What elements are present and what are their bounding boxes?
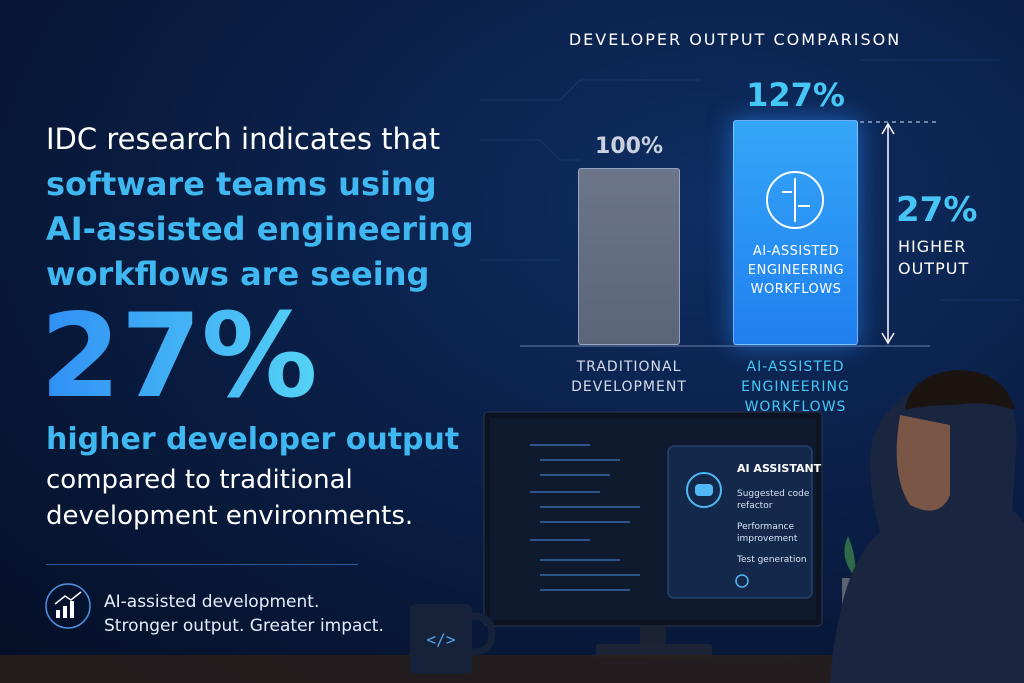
value-label: 127%	[746, 76, 845, 114]
assistant-item: Suggested code refactor	[737, 489, 810, 511]
intro-text: IDC research indicates that	[46, 122, 441, 156]
annotation-text: HIGHER OUTPUT	[898, 237, 970, 278]
annotation-value: 27%	[896, 190, 978, 230]
category-label: TRADITIONAL DEVELOPMENT	[571, 359, 687, 395]
tagline: AI-assisted development. Stronger output…	[104, 590, 384, 638]
highlight-text: software teams using AI-assisted enginee…	[46, 165, 474, 293]
value-label: 100%	[595, 133, 663, 159]
category-label: AI-ASSISTED ENGINEERING WORKFLOWS	[741, 359, 850, 415]
headline-stat: 27%	[40, 289, 318, 424]
tagline-line: AI-assisted development.	[104, 592, 320, 612]
assistant-title: AI ASSISTANT	[737, 462, 822, 475]
bar	[733, 120, 858, 345]
tagline-line: Stronger output. Greater impact.	[104, 616, 384, 636]
assistant-item: Test generation	[737, 555, 807, 565]
stat-caption: higher developer output	[46, 422, 460, 457]
assistant-item: Performance improvement	[737, 522, 798, 544]
bar-text: AI-ASSISTED ENGINEERING WORKFLOWS	[747, 244, 845, 297]
bar	[578, 167, 680, 345]
divider	[46, 564, 358, 565]
chart-title: DEVELOPER OUTPUT COMPARISON	[568, 30, 902, 49]
comparison-text: compared to traditional development envi…	[46, 465, 414, 531]
svg-text:</>: </>	[427, 630, 456, 649]
